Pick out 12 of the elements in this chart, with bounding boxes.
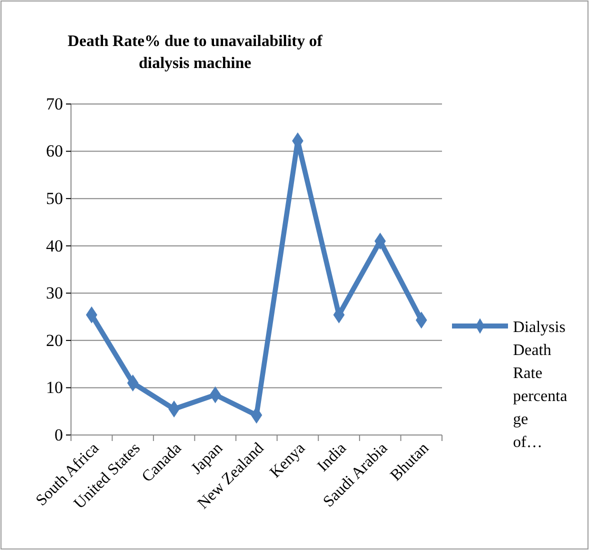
y-tick-label: 30 <box>46 284 63 303</box>
legend-label: Dialysis Death Rate percentage of… <box>513 319 568 451</box>
y-tick-label: 60 <box>46 142 63 161</box>
y-tick-label: 50 <box>46 189 63 208</box>
y-tick-label: 10 <box>46 378 63 398</box>
y-tick-label: 70 <box>46 94 63 114</box>
y-tick-label: 40 <box>46 236 63 256</box>
point <box>168 400 180 418</box>
chart-title: Death Rate% due to unavailability of dialysis machine <box>68 33 324 72</box>
y-tick-label: 20 <box>46 330 63 350</box>
x-tick-label: India <box>314 440 350 476</box>
y-tick-label: 0 <box>54 425 63 444</box>
